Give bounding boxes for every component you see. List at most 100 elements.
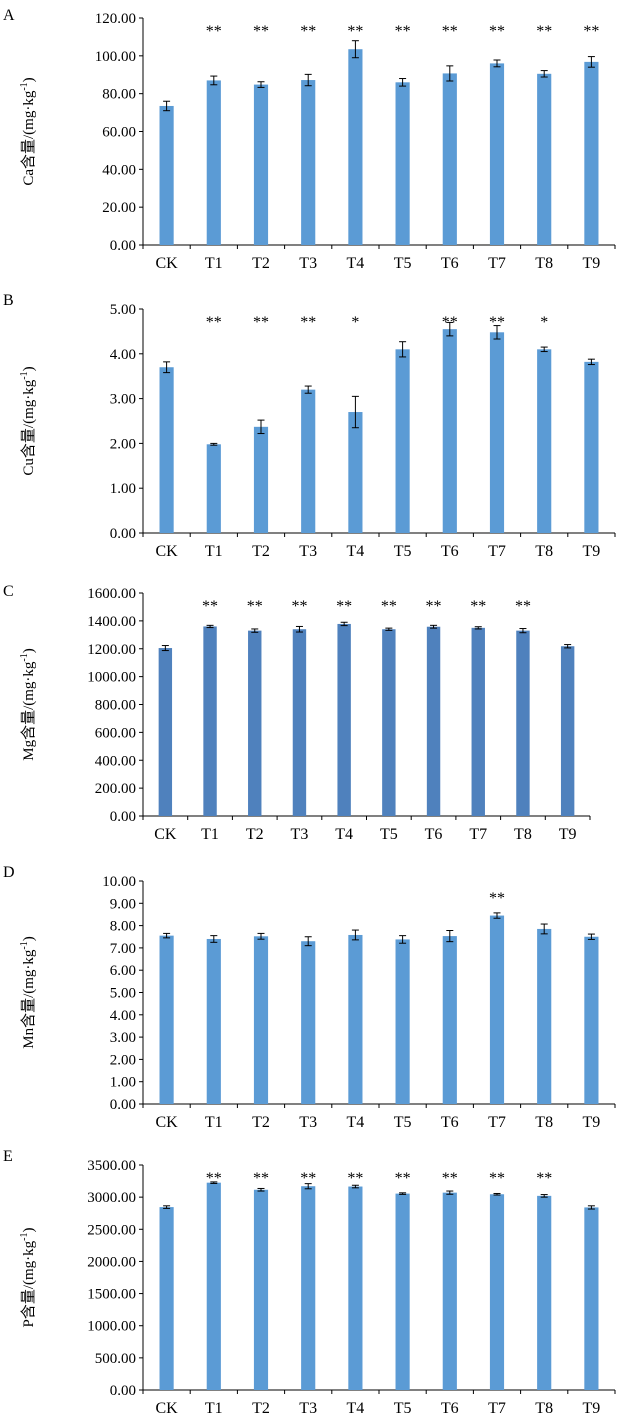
panel-e-significance-t2: ** bbox=[253, 1170, 269, 1187]
panel-b-x-label-t1: T1 bbox=[205, 543, 223, 560]
panel-a-y-tick-label: 100.00 bbox=[95, 49, 136, 65]
panel-e-x-label-t6: T6 bbox=[441, 1400, 459, 1417]
panel-e-significance-t3: ** bbox=[300, 1170, 316, 1187]
panel-d-x-label-t8: T8 bbox=[535, 1114, 553, 1131]
panel-e-bar-t1 bbox=[206, 1182, 221, 1390]
panel-c-y-tick-label: 1600.00 bbox=[87, 586, 136, 602]
panel-c-bar-t6 bbox=[426, 626, 441, 816]
panel-a-x-label-t1: T1 bbox=[205, 255, 223, 272]
panel-d-y-tick-label: 0.00 bbox=[110, 1097, 136, 1113]
panel-e-x-label-t9: T9 bbox=[583, 1400, 601, 1417]
panel-e-bar-ck bbox=[159, 1207, 174, 1390]
panel-d-chart: D 0.00 1.00 2.00 3.00 4.00 5.00 6.00 7.00 8.00 9.0… bbox=[3, 864, 616, 1131]
panel-c-y-tick-label: 1400.00 bbox=[87, 614, 136, 630]
panel-a-y-tick-label: 0.00 bbox=[110, 238, 136, 254]
panel-b-bar-t9 bbox=[584, 361, 599, 533]
panel-b-y-tick-label: 1.00 bbox=[110, 481, 136, 497]
panel-a-x-label-t3: T3 bbox=[299, 255, 317, 272]
panel-c-y-axis-title: Mg含量/(mg·kg-1) bbox=[19, 648, 37, 761]
panel-d-x-label-t6: T6 bbox=[441, 1114, 459, 1131]
panel-c-x-label-t9: T9 bbox=[559, 826, 577, 843]
panel-c-y-tick-label: 1200.00 bbox=[87, 642, 136, 658]
panel-e-y-tick-label: 0.00 bbox=[110, 1383, 136, 1399]
panel-b-bar-t6 bbox=[442, 329, 457, 533]
panel-b-y-tick-label: 0.00 bbox=[110, 526, 136, 542]
panel-d-y-tick-label: 7.00 bbox=[110, 941, 136, 957]
panel-d-x-label-t5: T5 bbox=[394, 1114, 412, 1131]
panel-d-bar-t3 bbox=[301, 941, 316, 1104]
panel-a-letter: A bbox=[3, 7, 15, 24]
panel-b-x-label-t9: T9 bbox=[583, 543, 601, 560]
panel-c-x-label-t8: T8 bbox=[514, 826, 532, 843]
panel-a-y-tick-label: 60.00 bbox=[102, 125, 136, 141]
panel-c-bar-t7 bbox=[471, 627, 485, 816]
panel-d-y-tick-label: 4.00 bbox=[110, 1008, 136, 1024]
panel-a-bar-t6 bbox=[442, 73, 457, 245]
panel-a-bar-t7 bbox=[489, 63, 505, 246]
panel-e-x-label-t5: T5 bbox=[394, 1400, 412, 1417]
panel-c-significance-t5: ** bbox=[381, 598, 397, 615]
panel-a-x-label-t5: T5 bbox=[394, 255, 412, 272]
panel-c-x-label-t7: T7 bbox=[469, 826, 487, 843]
panel-b-significance-t1: ** bbox=[206, 314, 222, 331]
panel-a-y-tick-label: 40.00 bbox=[102, 162, 136, 178]
panel-b-bar-ck bbox=[159, 367, 174, 533]
panel-a-significance-t2: ** bbox=[253, 23, 269, 40]
panel-b-bar-t3 bbox=[301, 389, 316, 533]
panel-c-significance-t2: ** bbox=[247, 598, 263, 615]
panel-d-y-tick-label: 8.00 bbox=[110, 919, 136, 935]
panel-c-x-label-t1: T1 bbox=[201, 826, 219, 843]
panel-b-bar-t2 bbox=[253, 426, 269, 533]
panel-b-x-label-t2: T2 bbox=[252, 543, 270, 560]
panel-a-bar-t8 bbox=[537, 73, 552, 245]
panel-a-bar-t1 bbox=[206, 80, 221, 245]
panel-e-x-label-t2: T2 bbox=[252, 1400, 270, 1417]
panel-d-x-label-t4: T4 bbox=[347, 1114, 365, 1131]
panel-c-bar-t3 bbox=[292, 629, 307, 816]
panel-e-significance-t5: ** bbox=[395, 1170, 411, 1187]
panel-b-letter: B bbox=[3, 292, 14, 309]
panel-b-x-label-t3: T3 bbox=[299, 543, 317, 560]
panel-e-bar-t6 bbox=[442, 1192, 457, 1390]
panel-e-chart: E 0.00 500.00 1000.00 1500.00 2000.00 2500.00 3… bbox=[3, 1148, 616, 1417]
panel-d-x-label-t2: T2 bbox=[252, 1114, 270, 1131]
panel-c-significance-t3: ** bbox=[291, 598, 307, 615]
panel-c-x-label-t6: T6 bbox=[425, 826, 443, 843]
panel-c-bar-t2 bbox=[248, 630, 262, 816]
panel-c-y-tick-label: 800.00 bbox=[95, 698, 136, 714]
panel-b-significance-t2: ** bbox=[253, 314, 269, 331]
panel-d-x-label-t1: T1 bbox=[205, 1114, 223, 1131]
panel-a-x-label-ck: CK bbox=[155, 255, 178, 272]
panel-b-y-tick-label: 2.00 bbox=[110, 436, 136, 452]
panel-a-bar-ck bbox=[159, 105, 174, 246]
panel-e-bar-t3 bbox=[301, 1186, 316, 1390]
panel-c-significance-t6: ** bbox=[426, 598, 442, 615]
panel-d-x-label-t7: T7 bbox=[488, 1114, 506, 1131]
panel-b-bar-t5 bbox=[395, 349, 410, 533]
panel-d-y-axis-title: Mn含量/(mg·kg-1) bbox=[19, 936, 37, 1049]
panel-a-bar-t9 bbox=[584, 61, 599, 246]
panel-a-x-label-t2: T2 bbox=[252, 255, 270, 272]
panel-d-bar-t5 bbox=[395, 939, 410, 1104]
panel-c-y-tick-label: 200.00 bbox=[95, 781, 136, 797]
panel-e-significance-t1: ** bbox=[206, 1170, 222, 1187]
panel-d-bar-t1 bbox=[206, 938, 221, 1104]
panel-e-bar-t2 bbox=[253, 1189, 269, 1390]
panel-c-x-label-t4: T4 bbox=[335, 826, 353, 843]
panel-e-significance-t8: ** bbox=[536, 1170, 552, 1187]
panel-c-significance-t4: ** bbox=[336, 598, 352, 615]
panel-a-bar-t4 bbox=[348, 49, 363, 246]
panel-a-significance-t3: ** bbox=[300, 23, 316, 40]
panel-d-bar-ck bbox=[159, 935, 174, 1104]
panel-e-x-label-t1: T1 bbox=[205, 1400, 223, 1417]
panel-b-bar-t4 bbox=[348, 412, 363, 533]
panel-a-bar-t3 bbox=[301, 80, 316, 246]
panel-d-bar-t6 bbox=[442, 936, 457, 1104]
panel-e-y-tick-label: 500.00 bbox=[95, 1351, 136, 1367]
panel-a-y-axis-title: Ca含量/(mg·kg-1) bbox=[19, 77, 37, 185]
panel-c-bar-t9 bbox=[560, 646, 575, 816]
panel-d-x-label-t3: T3 bbox=[299, 1114, 317, 1131]
panel-b-x-label-t4: T4 bbox=[347, 543, 365, 560]
panel-a-significance-t8: ** bbox=[536, 23, 552, 40]
panel-b-significance-t4: * bbox=[351, 314, 359, 331]
